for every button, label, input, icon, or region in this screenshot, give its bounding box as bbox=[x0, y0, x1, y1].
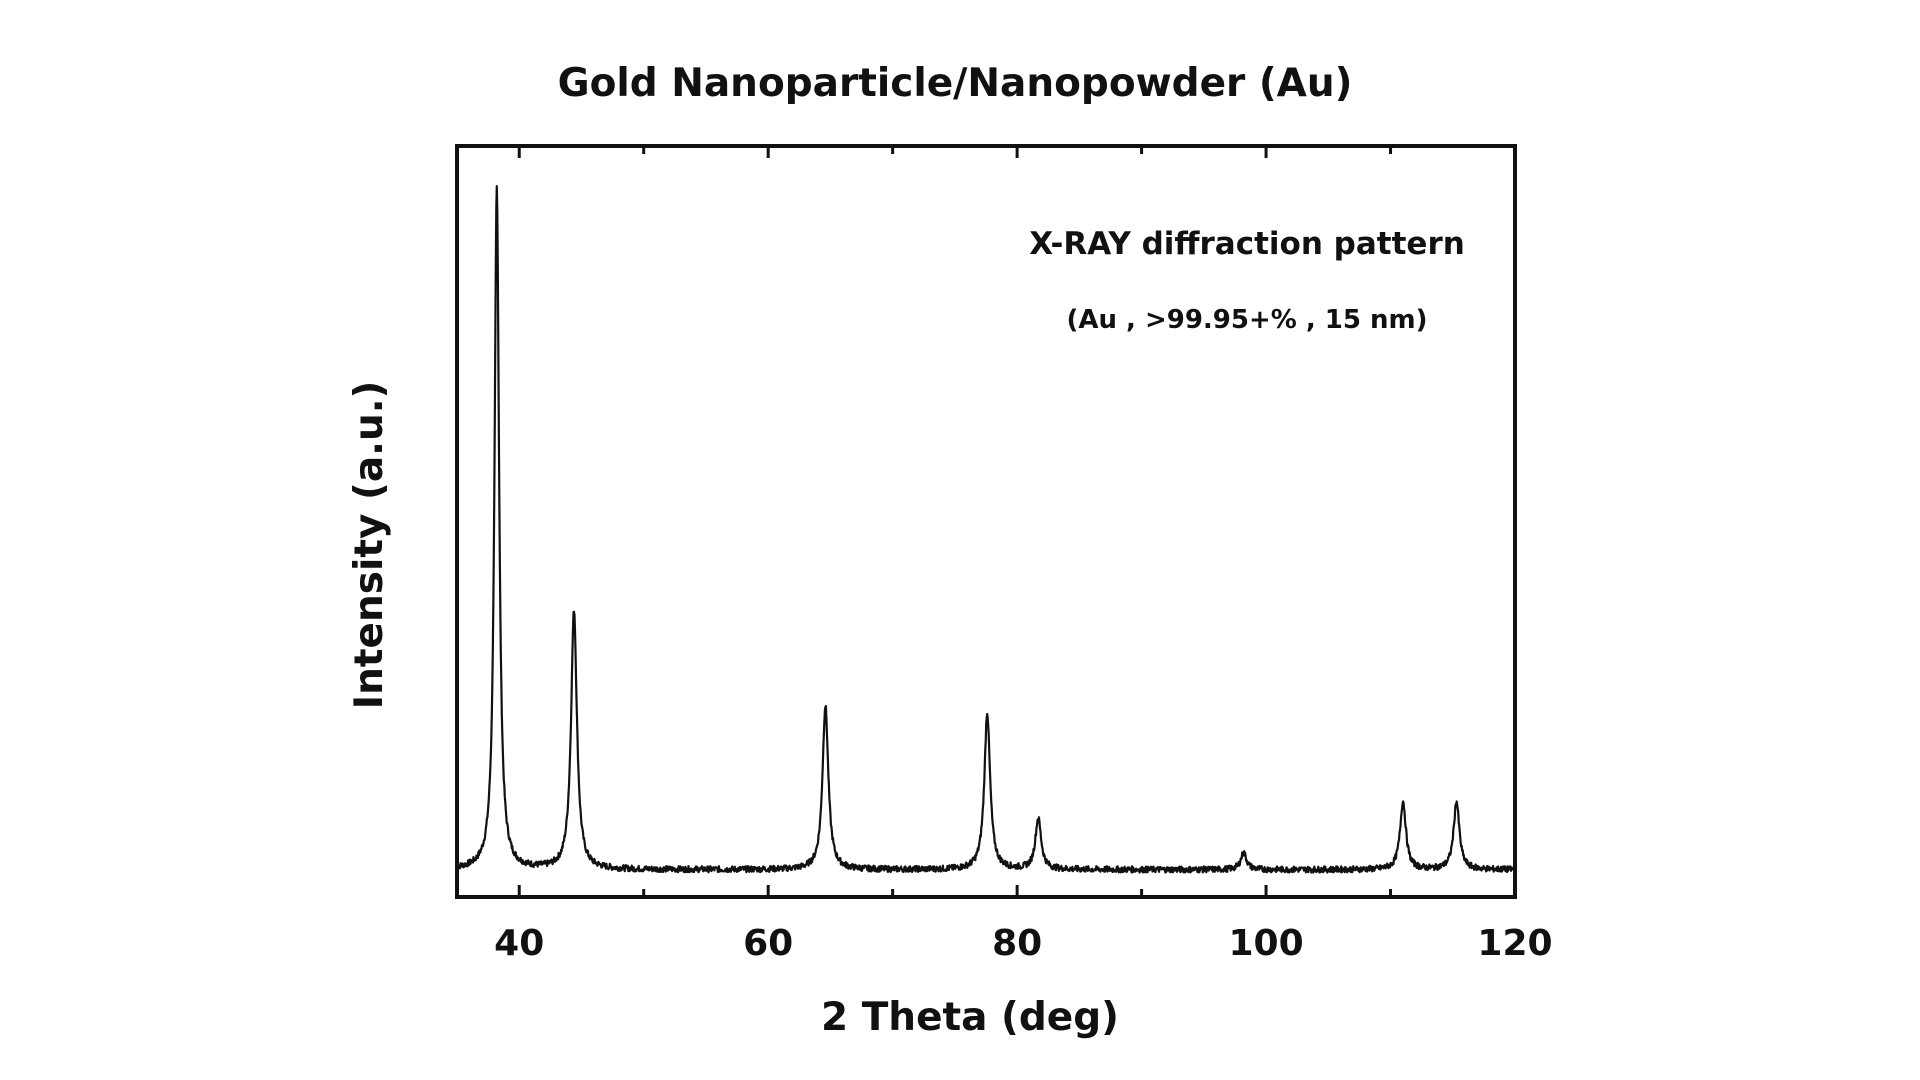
chart-title: Gold Nanoparticle/Nanopowder (Au) bbox=[558, 61, 1353, 106]
plot-frame bbox=[455, 144, 1517, 899]
x-axis-label: 2 Theta (deg) bbox=[821, 995, 1119, 1040]
x-tick-label-100: 100 bbox=[1228, 923, 1303, 964]
y-axis-label: Intensity (a.u.) bbox=[347, 381, 392, 710]
annotation-sample-info: (Au , >99.95+% , 15 nm) bbox=[1066, 305, 1427, 335]
x-tick-label-60: 60 bbox=[743, 923, 793, 964]
x-tick-label-40: 40 bbox=[494, 923, 544, 964]
x-tick-label-80: 80 bbox=[992, 923, 1042, 964]
x-axis-tick-labels: 40 60 80 100 120 bbox=[494, 923, 1552, 964]
x-axis-ticks bbox=[517, 146, 1517, 897]
x-tick-label-120: 120 bbox=[1477, 923, 1552, 964]
annotation-title: X-RAY diffraction pattern bbox=[1029, 226, 1465, 262]
xrd-series-line bbox=[456, 185, 1516, 874]
